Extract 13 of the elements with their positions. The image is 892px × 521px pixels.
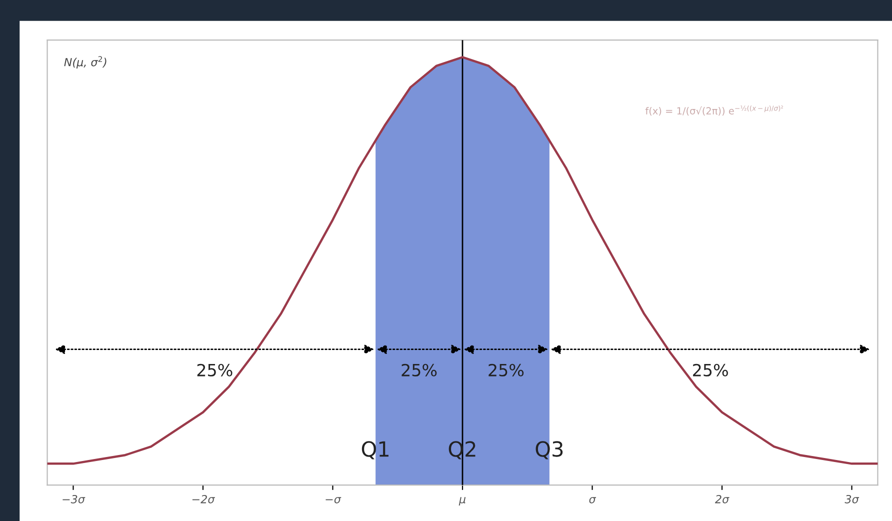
annotation: 25% xyxy=(197,364,232,376)
x-tick-label: 2σ xyxy=(715,494,730,504)
annotation: N(μ, σ$^{2}$) xyxy=(64,56,106,68)
annotation: 25% xyxy=(693,364,728,376)
annotation: 25% xyxy=(488,364,524,376)
x-tick-label: 3σ xyxy=(844,494,860,504)
annotation: f(x) = 1/(σ√(2π)) e$^{−½((x−μ)/σ)²}$ xyxy=(645,105,784,116)
x-tick-label: σ xyxy=(589,497,596,504)
x-tick-label: −3σ xyxy=(62,494,86,504)
annotation: 25% xyxy=(402,364,437,376)
x-tick-label: μ xyxy=(458,497,466,506)
x-tick-label: −σ xyxy=(326,497,342,504)
x-tick-label: −2σ xyxy=(192,494,215,504)
